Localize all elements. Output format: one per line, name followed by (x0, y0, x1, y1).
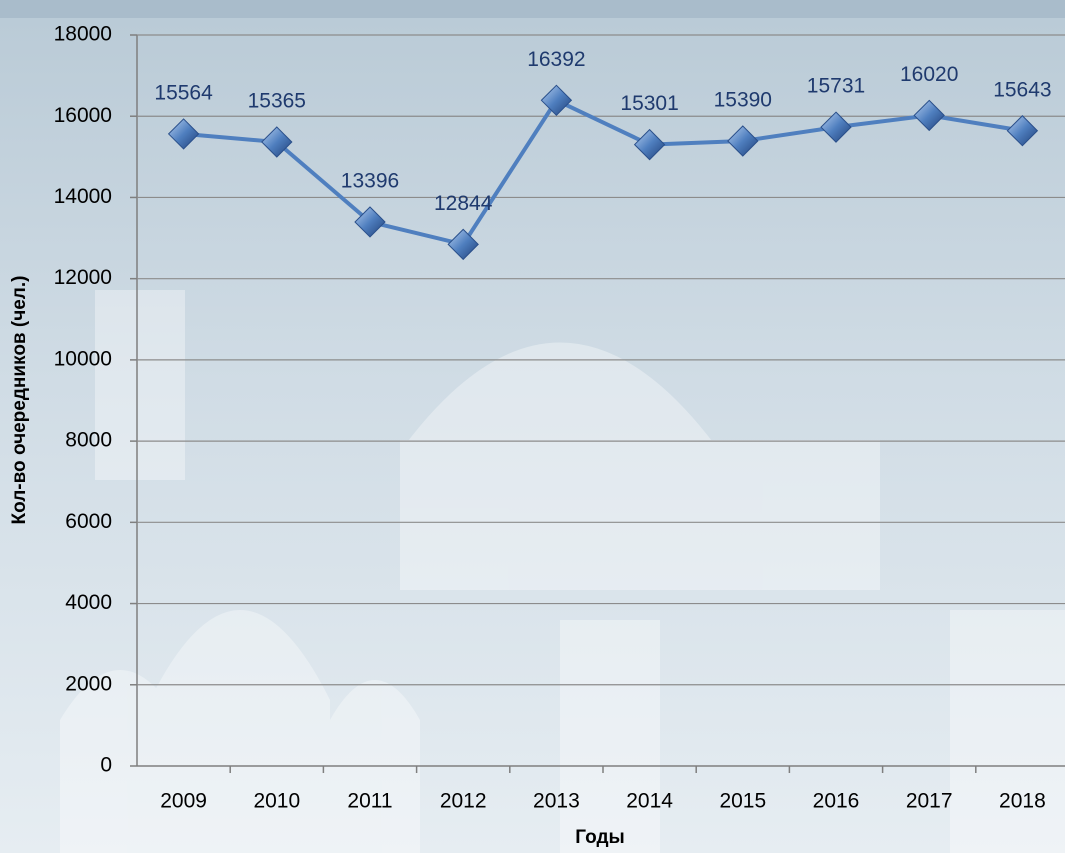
x-tick-label: 2010 (253, 790, 300, 813)
x-axis-title: Годы (575, 827, 624, 848)
page: {"chart_data": {"type": "line", "x_label… (0, 0, 1065, 853)
top-band (0, 0, 1065, 18)
x-tick-label: 2018 (999, 790, 1046, 813)
y-tick-label: 12000 (54, 266, 112, 289)
x-tick-label: 2016 (813, 790, 860, 813)
x-tick-label: 2012 (440, 790, 487, 813)
data-label: 15731 (807, 75, 865, 98)
data-label: 15365 (248, 90, 306, 113)
x-tick-label: 2015 (719, 790, 766, 813)
x-tick-label: 2009 (160, 790, 207, 813)
y-tick-label: 16000 (54, 104, 112, 127)
y-tick-label: 2000 (65, 672, 112, 695)
data-label: 15390 (714, 89, 772, 112)
x-tick-label: 2011 (347, 790, 392, 813)
data-label: 16392 (527, 48, 585, 71)
y-tick-label: 0 (100, 754, 112, 777)
data-label: 13396 (341, 170, 399, 193)
data-label: 15643 (993, 78, 1051, 101)
chart: Кол-во очередников (чел.) Годы 0 2000 4000… (0, 0, 1065, 853)
x-tick-label: 2014 (626, 790, 673, 813)
data-label: 12844 (434, 192, 493, 215)
y-axis-title: Кол-во очередников (чел.) (9, 276, 30, 525)
x-tick-label: 2013 (533, 790, 580, 813)
data-label: 15301 (620, 92, 678, 115)
y-tick-label: 14000 (54, 185, 112, 208)
y-tick-label: 4000 (65, 591, 112, 614)
y-tick-label: 10000 (54, 347, 112, 370)
y-tick-label: 18000 (54, 23, 112, 46)
y-tick-label: 8000 (65, 429, 112, 452)
data-label: 15564 (154, 81, 213, 104)
y-tick-label: 6000 (65, 510, 112, 533)
x-tick-label: 2017 (906, 790, 953, 813)
data-label: 16020 (900, 63, 958, 86)
